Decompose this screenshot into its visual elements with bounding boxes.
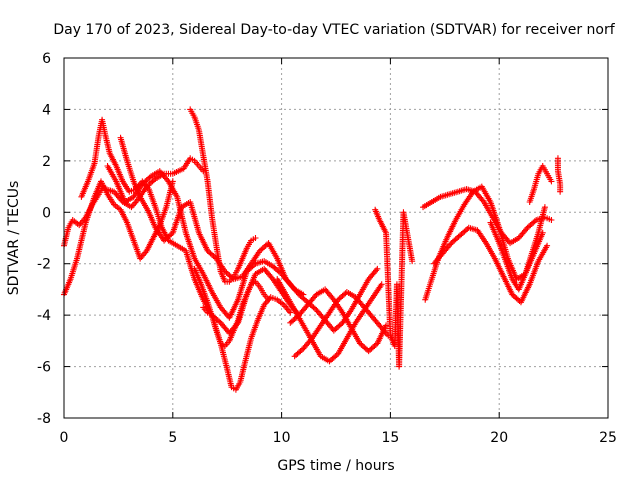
series-track-11 [291, 289, 392, 360]
chart-title: Day 170 of 2023, Sidereal Day-to-day VTE… [53, 22, 615, 38]
y-tick-label: -4 [37, 308, 51, 324]
grid-layer [64, 58, 608, 418]
data-point [265, 296, 272, 303]
y-tick-label: 4 [42, 102, 51, 118]
data-point [548, 217, 555, 223]
series-track-15 [430, 224, 551, 306]
data-point [252, 235, 259, 241]
series-track-17 [526, 163, 555, 205]
data-point [548, 178, 555, 185]
y-tick-label: 6 [42, 51, 51, 67]
x-tick-label: 5 [168, 430, 177, 446]
x-tick-labels: 0 5 10 15 20 25 [60, 430, 617, 446]
x-tick-label: 0 [60, 430, 69, 446]
x-tick-label: 10 [273, 430, 291, 446]
scatter-points [61, 106, 564, 393]
y-tick-label: -8 [37, 411, 51, 427]
data-point [378, 281, 385, 288]
y-tick-label: 2 [42, 154, 51, 170]
y-tick-label: 0 [42, 205, 51, 221]
data-point [541, 204, 548, 211]
y-axis-label: SDTVAR / TECUs [6, 181, 22, 296]
y-tick-label: -6 [37, 360, 51, 376]
series-track-16 [487, 204, 548, 293]
data-point [409, 258, 416, 265]
series-track-1 [61, 155, 207, 298]
x-tick-label: 25 [599, 430, 617, 446]
plot-frame [63, 57, 609, 419]
data-point [374, 265, 381, 272]
data-point [544, 242, 551, 249]
y-tick-label: -2 [37, 257, 51, 273]
series-track-13 [420, 186, 555, 247]
x-axis-label: GPS time / hours [277, 458, 394, 474]
series-track-6 [187, 106, 259, 285]
series-track-18 [554, 155, 564, 195]
series-track-8 [200, 278, 272, 349]
data-point [300, 291, 307, 298]
y-tick-labels: -8 -6 -4 -2 0 2 4 6 [37, 51, 51, 427]
data-point [287, 309, 294, 316]
x-tick-label: 15 [381, 430, 399, 446]
series-track-9 [274, 276, 385, 365]
data-point [557, 188, 564, 195]
x-tick-label: 20 [490, 430, 508, 446]
series-track-12 [372, 206, 416, 370]
axis-ticks [63, 57, 609, 419]
series-track-5 [117, 134, 307, 298]
